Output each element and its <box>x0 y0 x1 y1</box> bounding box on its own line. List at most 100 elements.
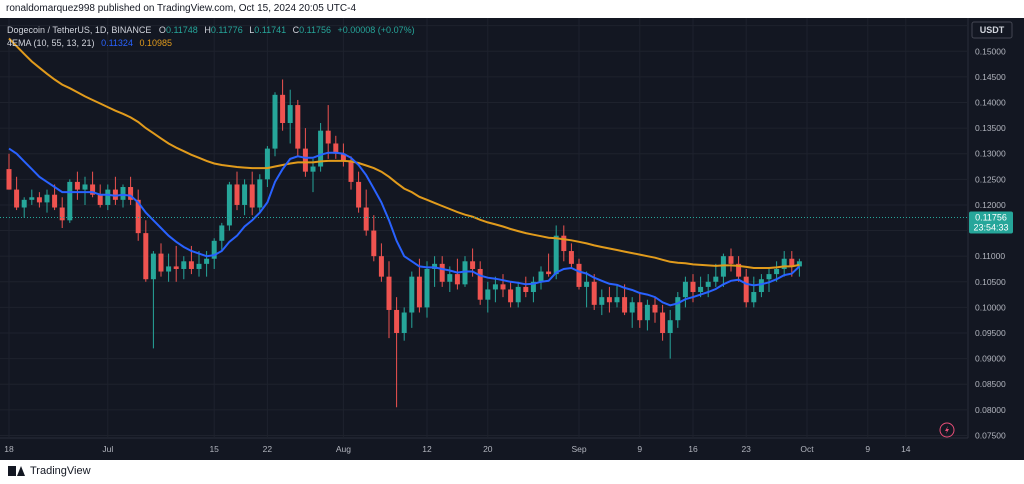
candle[interactable] <box>158 243 164 277</box>
candle[interactable] <box>371 215 377 262</box>
candle[interactable] <box>105 184 111 211</box>
candle[interactable] <box>584 271 590 308</box>
candle[interactable] <box>523 276 529 298</box>
candle[interactable] <box>485 281 491 313</box>
candle[interactable] <box>553 225 559 280</box>
candle[interactable] <box>6 153 12 190</box>
candle[interactable] <box>325 105 331 159</box>
candle[interactable] <box>44 189 50 213</box>
candle[interactable] <box>219 222 225 252</box>
candle[interactable] <box>766 268 772 293</box>
candle[interactable] <box>416 258 422 313</box>
candle[interactable] <box>386 261 392 339</box>
candle[interactable] <box>318 123 324 172</box>
candle[interactable] <box>736 256 742 282</box>
candle[interactable] <box>120 184 126 208</box>
candle[interactable] <box>135 189 141 241</box>
candle[interactable] <box>196 251 202 277</box>
candle[interactable] <box>515 281 521 308</box>
candle[interactable] <box>67 179 73 223</box>
currency-button[interactable] <box>971 21 1013 39</box>
chart-panel[interactable]: 0.155000.150000.145000.140000.135000.130… <box>0 18 1024 460</box>
candle[interactable] <box>173 245 179 282</box>
candle[interactable] <box>97 184 103 208</box>
candle[interactable] <box>705 274 711 298</box>
candle[interactable] <box>82 176 88 205</box>
candle[interactable] <box>591 274 597 310</box>
candle[interactable] <box>614 284 620 308</box>
candle[interactable] <box>287 89 293 144</box>
candle[interactable] <box>21 197 27 218</box>
candle[interactable] <box>728 248 734 272</box>
candle[interactable] <box>74 171 80 200</box>
candle[interactable] <box>751 276 757 308</box>
candle[interactable] <box>302 128 308 177</box>
price-axis-panel[interactable] <box>968 18 1024 460</box>
candle[interactable] <box>211 238 217 269</box>
candle[interactable] <box>508 281 514 308</box>
candle[interactable] <box>576 258 582 290</box>
candle[interactable] <box>758 274 764 298</box>
candle[interactable] <box>492 276 498 303</box>
candle[interactable] <box>530 276 536 303</box>
candle[interactable] <box>546 253 552 277</box>
tradingview-brand[interactable]: TradingView <box>8 465 91 477</box>
candle[interactable] <box>264 146 270 188</box>
ema-fast-line[interactable] <box>8 147 801 307</box>
candle[interactable] <box>568 243 574 269</box>
candle[interactable] <box>439 256 445 287</box>
candle[interactable] <box>257 174 263 213</box>
candle[interactable] <box>599 289 605 316</box>
candle[interactable] <box>424 261 430 318</box>
candle[interactable] <box>52 184 58 211</box>
candle[interactable] <box>637 292 643 328</box>
candle[interactable] <box>59 197 65 228</box>
candle[interactable] <box>538 266 544 290</box>
candle[interactable] <box>409 271 415 328</box>
candle[interactable] <box>340 143 346 167</box>
candle[interactable] <box>181 256 187 280</box>
candle[interactable] <box>378 243 384 282</box>
candle[interactable] <box>363 189 369 236</box>
lightning-icon[interactable] <box>939 422 955 438</box>
candle[interactable] <box>622 284 628 316</box>
candle[interactable] <box>272 92 278 157</box>
candle[interactable] <box>242 179 248 216</box>
candle[interactable] <box>720 253 726 287</box>
candle[interactable] <box>644 299 650 331</box>
candlestick-chart[interactable]: 0.155000.150000.145000.140000.135000.130… <box>0 18 1024 460</box>
ema-slow-line[interactable] <box>8 37 800 269</box>
candle[interactable] <box>629 297 635 328</box>
candle[interactable] <box>14 176 20 211</box>
candle[interactable] <box>667 309 673 359</box>
candle[interactable] <box>401 307 407 341</box>
candle[interactable] <box>454 258 460 290</box>
candle[interactable] <box>477 261 483 305</box>
candle[interactable] <box>36 192 42 208</box>
candle[interactable] <box>310 158 316 193</box>
candle[interactable] <box>295 99 301 157</box>
candle[interactable] <box>561 225 567 262</box>
indicator-name[interactable]: 4EMA (10, 55, 13, 21) <box>7 38 95 48</box>
candle[interactable] <box>713 263 719 287</box>
candle[interactable] <box>280 79 286 131</box>
candle[interactable] <box>29 189 35 205</box>
candle[interactable] <box>660 304 666 341</box>
candle[interactable] <box>128 176 134 205</box>
candle[interactable] <box>356 171 362 213</box>
candle[interactable] <box>234 171 240 211</box>
candle[interactable] <box>682 276 688 308</box>
candle[interactable] <box>143 220 149 282</box>
candle[interactable] <box>249 171 255 216</box>
candle[interactable] <box>500 274 506 298</box>
candle[interactable] <box>394 297 400 408</box>
candle[interactable] <box>606 286 612 313</box>
candle[interactable] <box>166 253 172 282</box>
candle[interactable] <box>781 251 787 277</box>
candle[interactable] <box>150 251 156 349</box>
candle[interactable] <box>333 135 339 159</box>
candle[interactable] <box>226 181 232 231</box>
candle[interactable] <box>743 268 749 308</box>
candle[interactable] <box>675 292 681 328</box>
candle[interactable] <box>652 297 658 323</box>
